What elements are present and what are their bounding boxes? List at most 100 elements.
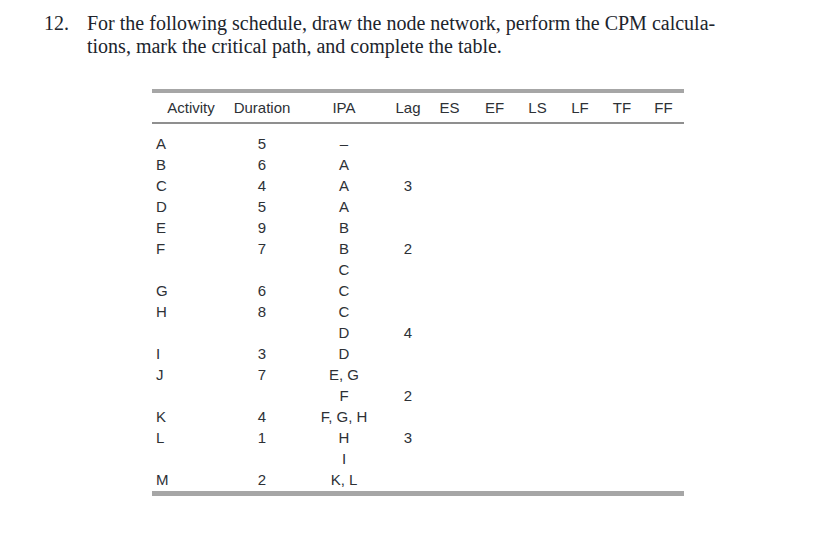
cell-ef — [473, 427, 516, 448]
cell-tf — [601, 301, 643, 322]
cell-duration — [226, 322, 298, 343]
cell-activity: E — [152, 217, 226, 238]
schedule-table: Activity Duration IPA Lag ES EF LS LF TF… — [152, 89, 684, 496]
column-header-lag: Lag — [390, 93, 426, 122]
cell-ls — [516, 448, 559, 469]
cell-lf — [559, 322, 601, 343]
cell-ipa: A — [298, 175, 390, 196]
column-header-ff: FF — [643, 93, 684, 122]
cell-ipa: E, G — [298, 364, 390, 385]
cell-ef — [473, 196, 516, 217]
cell-ls — [516, 196, 559, 217]
cell-tf — [601, 259, 643, 280]
cell-es — [426, 406, 473, 427]
cell-lag — [390, 364, 426, 385]
cell-ef — [473, 133, 516, 154]
cell-ff — [643, 322, 684, 343]
cell-es — [426, 469, 473, 490]
cell-lag — [390, 448, 426, 469]
cell-ff — [643, 154, 684, 175]
cell-ipa: C — [298, 259, 390, 280]
cell-es — [426, 364, 473, 385]
cell-tf — [601, 217, 643, 238]
column-header-es: ES — [426, 93, 473, 122]
column-header-ef: EF — [473, 93, 516, 122]
cell-es — [426, 133, 473, 154]
cell-tf — [601, 469, 643, 490]
cell-lag — [390, 154, 426, 175]
cell-ipa: D — [298, 343, 390, 364]
cell-activity — [152, 385, 226, 406]
cell-activity: K — [152, 406, 226, 427]
cell-lf — [559, 217, 601, 238]
cell-ef — [473, 280, 516, 301]
cell-duration: 6 — [226, 280, 298, 301]
cell-ff — [643, 301, 684, 322]
cell-activity: L — [152, 427, 226, 448]
cell-ef — [473, 343, 516, 364]
cell-lag: 3 — [390, 175, 426, 196]
cell-ff — [643, 175, 684, 196]
cell-ef — [473, 175, 516, 196]
cell-lf — [559, 259, 601, 280]
cell-lf — [559, 427, 601, 448]
cell-es — [426, 259, 473, 280]
column-header-tf: TF — [601, 93, 643, 122]
cell-duration: 3 — [226, 343, 298, 364]
cell-ls — [516, 343, 559, 364]
cell-lf — [559, 301, 601, 322]
cell-lag: 2 — [390, 385, 426, 406]
cell-tf — [601, 238, 643, 259]
cell-tf — [601, 427, 643, 448]
cell-es — [426, 448, 473, 469]
cell-lf — [559, 280, 601, 301]
cell-es — [426, 280, 473, 301]
cell-ls — [516, 154, 559, 175]
cell-activity: M — [152, 469, 226, 490]
cell-ff — [643, 364, 684, 385]
cell-activity: I — [152, 343, 226, 364]
cell-ls — [516, 301, 559, 322]
cell-es — [426, 196, 473, 217]
cell-ff — [643, 385, 684, 406]
cell-lf — [559, 469, 601, 490]
table-bottom-rule — [152, 491, 684, 496]
column-header-duration: Duration — [226, 93, 298, 122]
cell-lf — [559, 133, 601, 154]
cell-duration: 8 — [226, 301, 298, 322]
column-header-lf: LF — [559, 93, 601, 122]
cell-duration — [226, 448, 298, 469]
cell-ipa: B — [298, 217, 390, 238]
cell-tf — [601, 364, 643, 385]
cell-tf — [601, 448, 643, 469]
cell-activity: H — [152, 301, 226, 322]
cell-ls — [516, 259, 559, 280]
cell-lf — [559, 343, 601, 364]
column-header-ls: LS — [516, 93, 559, 122]
cell-activity — [152, 448, 226, 469]
cell-lf — [559, 448, 601, 469]
cell-lag — [390, 196, 426, 217]
cell-activity — [152, 259, 226, 280]
cell-duration: 4 — [226, 175, 298, 196]
cell-activity: C — [152, 175, 226, 196]
cell-lag — [390, 406, 426, 427]
cell-ls — [516, 364, 559, 385]
cell-ls — [516, 406, 559, 427]
cell-tf — [601, 154, 643, 175]
cell-ef — [473, 406, 516, 427]
cell-ipa: C — [298, 301, 390, 322]
cell-ls — [516, 217, 559, 238]
column-header-ipa: IPA — [298, 93, 390, 122]
cell-ef — [473, 154, 516, 175]
cell-ipa: C — [298, 280, 390, 301]
cell-lf — [559, 385, 601, 406]
cell-ls — [516, 175, 559, 196]
cell-tf — [601, 343, 643, 364]
cell-ls — [516, 427, 559, 448]
cell-lf — [559, 406, 601, 427]
cell-ls — [516, 469, 559, 490]
problem-number: 12. — [44, 12, 87, 58]
cell-ipa: – — [298, 133, 390, 154]
cell-ipa: F — [298, 385, 390, 406]
